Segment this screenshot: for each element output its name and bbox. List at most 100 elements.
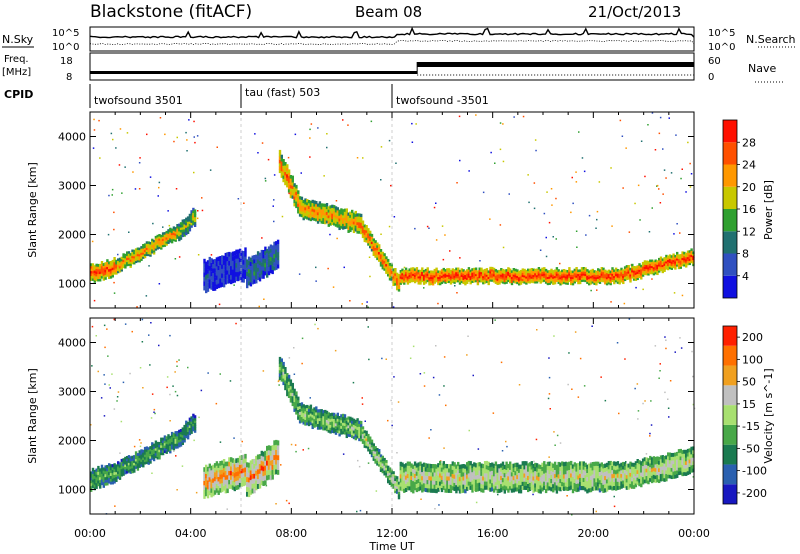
velocity-band-cell (124, 456, 127, 460)
velocity-band-cell (231, 480, 235, 486)
velocity-band-cell (476, 478, 480, 484)
velocity-scatter-cell (547, 397, 550, 400)
velocity-band-cell (388, 479, 392, 483)
power-band-cell (448, 280, 451, 284)
velocity-band-cell (509, 481, 512, 487)
power-band-cell (658, 266, 661, 269)
power-band-cell (111, 264, 114, 268)
power-band-cell (440, 273, 444, 276)
power-band-cell (442, 269, 445, 273)
power-band-cell (282, 165, 285, 170)
velocity-band-cell (178, 442, 181, 445)
power-band-cell (124, 266, 127, 269)
velocity-band-cell (365, 438, 368, 441)
power-band-cell (237, 263, 240, 268)
power-band-cell (602, 275, 605, 279)
velocity-band-cell (408, 477, 411, 483)
power-band-cell (462, 271, 465, 274)
velocity-band-cell (431, 464, 435, 469)
power-band-cell (333, 219, 336, 223)
velocity-band-cell (613, 481, 616, 486)
power-band-cell (117, 260, 120, 264)
velocity-band-cell (307, 411, 311, 415)
velocity-scatter-cell (665, 347, 667, 350)
velocity-band-cell (147, 454, 150, 458)
power-band-cell (661, 258, 664, 261)
velocity-band-cell (345, 417, 348, 421)
velocity-scatter-cell (149, 364, 151, 366)
velocity-band-cell (588, 471, 591, 476)
velocity-band-cell (494, 486, 498, 491)
power-band-cell (406, 276, 410, 279)
power-scatter-cell (583, 170, 586, 173)
power-band-cell (589, 275, 593, 279)
power-band-cell (142, 256, 145, 259)
power-band-cell (378, 244, 381, 248)
power-band-cell (457, 275, 460, 279)
power-band-cell (500, 268, 503, 271)
velocity-band-cell (266, 450, 269, 456)
velocity-band-cell (485, 460, 489, 466)
velocity-band-cell (431, 476, 435, 481)
power-band-cell (645, 266, 648, 270)
power-scatter-cell (146, 133, 148, 136)
power-band-cell (360, 225, 363, 229)
velocity-band-cell (100, 479, 104, 483)
velocity-band-cell (415, 467, 419, 472)
velocity-band-cell (491, 474, 494, 480)
velocity-band-cell (210, 474, 213, 480)
velocity-band-cell (530, 485, 533, 490)
velocity-band-cell (446, 488, 449, 493)
velocity-band-cell (315, 423, 318, 427)
power-band-cell (586, 271, 589, 274)
power-band-cell (659, 268, 663, 272)
velocity-band-cell (264, 480, 267, 486)
velocity-band-cell (539, 489, 542, 494)
power-band-cell (403, 272, 406, 275)
power-band-cell (586, 281, 589, 284)
power-band-cell (91, 268, 95, 272)
velocity-band-cell (439, 485, 442, 490)
power-band-cell (399, 272, 402, 275)
velocity-scatter-cell (533, 460, 535, 463)
velocity-band-cell (215, 461, 219, 466)
velocity-band-cell (185, 428, 188, 431)
velocity-band-cell (408, 469, 411, 475)
velocity-band-cell (156, 449, 159, 453)
velocity-band-cell (501, 469, 505, 475)
velocity-band-cell (379, 456, 383, 460)
power-band-cell (345, 222, 348, 226)
power-scatter-cell (128, 231, 130, 233)
power-band-cell (115, 272, 118, 275)
velocity-band-cell (491, 466, 494, 471)
power-scatter-cell (675, 134, 677, 136)
power-band-cell (381, 251, 384, 255)
velocity-band-cell (238, 464, 242, 470)
power-band-cell (528, 270, 532, 274)
velocity-band-cell (347, 422, 350, 426)
power-band-cell (271, 269, 274, 275)
velocity-band-cell (115, 479, 118, 482)
power-band-cell (570, 278, 573, 282)
velocity-band-cell (507, 472, 510, 477)
power-band-cell (458, 278, 462, 281)
power-band-cell (205, 266, 208, 271)
power-band-cell (349, 228, 352, 233)
velocity-scatter-cell (664, 391, 666, 394)
velocity-band-cell (253, 463, 256, 469)
power-band-cell (548, 278, 551, 281)
velocity-band-cell (580, 465, 584, 470)
power-band-cell (503, 275, 506, 279)
velocity-band-cell (140, 451, 143, 455)
power-band-cell (113, 264, 116, 268)
power-band-cell (133, 257, 136, 261)
power-band-cell (185, 227, 188, 231)
power-band-cell (271, 249, 274, 254)
velocity-band-cell (276, 469, 280, 475)
velocity-band-cell (431, 468, 435, 473)
power-band-cell (544, 275, 548, 278)
velocity-band-cell (589, 483, 593, 489)
power-band-cell (634, 278, 638, 281)
power-band-cell (95, 266, 98, 269)
velocity-band-cell (552, 467, 555, 472)
